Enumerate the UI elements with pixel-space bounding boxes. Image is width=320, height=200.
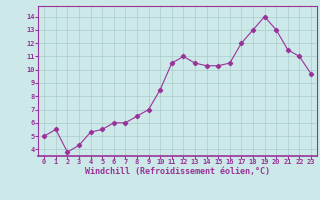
X-axis label: Windchill (Refroidissement éolien,°C): Windchill (Refroidissement éolien,°C): [85, 167, 270, 176]
